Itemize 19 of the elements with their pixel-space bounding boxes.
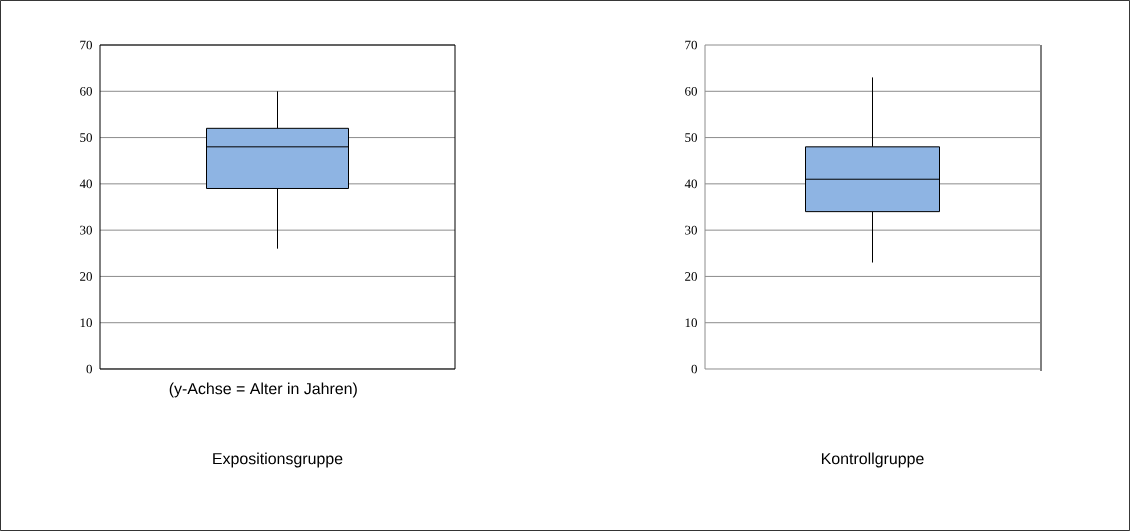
- y-tick-label: 60: [80, 86, 92, 96]
- x-axis-title: Kontrollgruppe: [821, 452, 924, 468]
- y-tick-label: 0: [86, 364, 92, 374]
- y-tick-label: 50: [685, 133, 697, 142]
- text: (y-Achse = Alter in Jahren): [169, 382, 357, 398]
- y-tick-label: 0: [691, 364, 697, 374]
- y-tick-label: 20: [685, 272, 697, 281]
- y-tick-label: 40: [79, 179, 92, 189]
- y-tick-label: 40: [684, 179, 697, 189]
- y-tick-label: 10: [80, 318, 92, 328]
- y-tick-label: 10: [685, 318, 697, 328]
- y-tick-label: 70: [80, 40, 92, 50]
- y-tick-label: 50: [80, 133, 92, 142]
- y-tick-label: 20: [80, 272, 92, 281]
- y-tick-label: 70: [685, 40, 697, 50]
- y-tick-label: 30: [80, 225, 92, 235]
- x-axis-title: Expositionsgruppe: [213, 452, 343, 468]
- y-tick-label: 30: [685, 225, 697, 235]
- y-tick-label: 60: [685, 86, 697, 96]
